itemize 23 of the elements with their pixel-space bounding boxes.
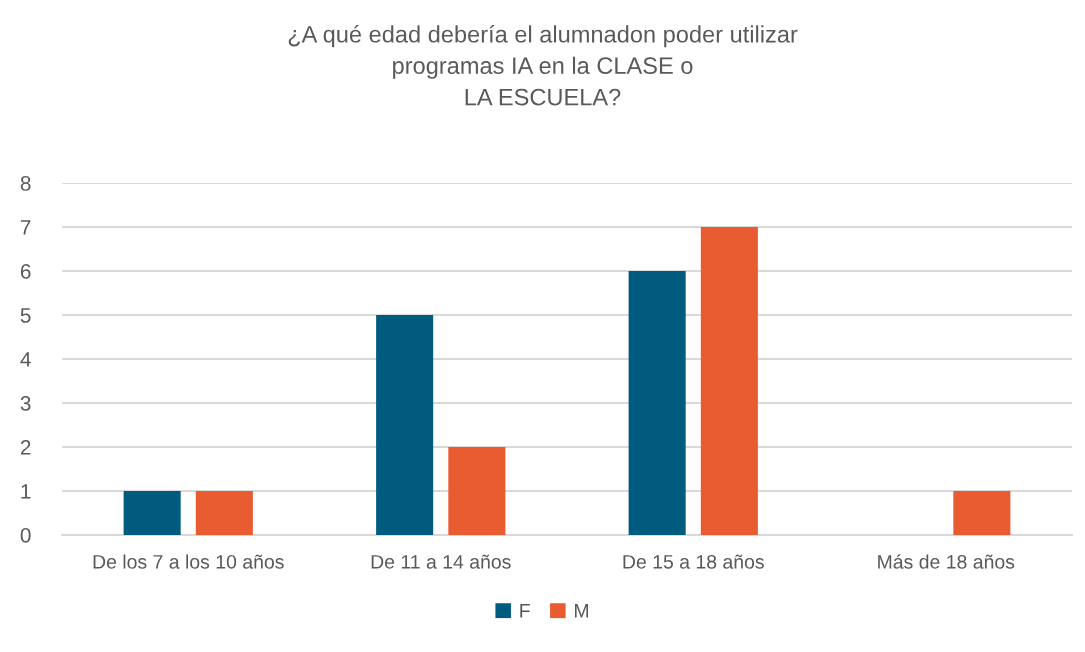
bar	[953, 491, 1011, 535]
legend-label: F	[520, 604, 530, 618]
y-tick-label: 5	[20, 308, 31, 323]
y-tick-label: 8	[20, 176, 31, 191]
bar	[628, 271, 686, 535]
bar	[700, 227, 758, 535]
x-tick-label: De 15 a 18 años	[623, 554, 764, 569]
legend-label: M	[574, 604, 588, 618]
chart-title: ¿A qué edad debería el alumnadon poder utilizar programas IA en la CLASE o LA ESCUELA?	[288, 25, 798, 106]
y-tick-label: 3	[20, 396, 31, 411]
y-tick-label: 6	[20, 264, 31, 279]
bar	[376, 315, 434, 535]
bar	[195, 491, 253, 535]
y-tick-label: 2	[20, 440, 31, 455]
bar	[448, 447, 506, 535]
x-tick-label: Más de 18 años	[878, 554, 1015, 569]
x-tick-label: De 11 a 14 años	[371, 554, 511, 569]
bar	[123, 491, 181, 535]
y-tick-label: 4	[20, 352, 31, 367]
y-tick-label: 0	[20, 528, 31, 543]
y-tick-label: 7	[20, 220, 31, 235]
x-tick-label: De los 7 a los 10 años	[93, 554, 284, 569]
y-tick-label: 1	[21, 484, 31, 499]
